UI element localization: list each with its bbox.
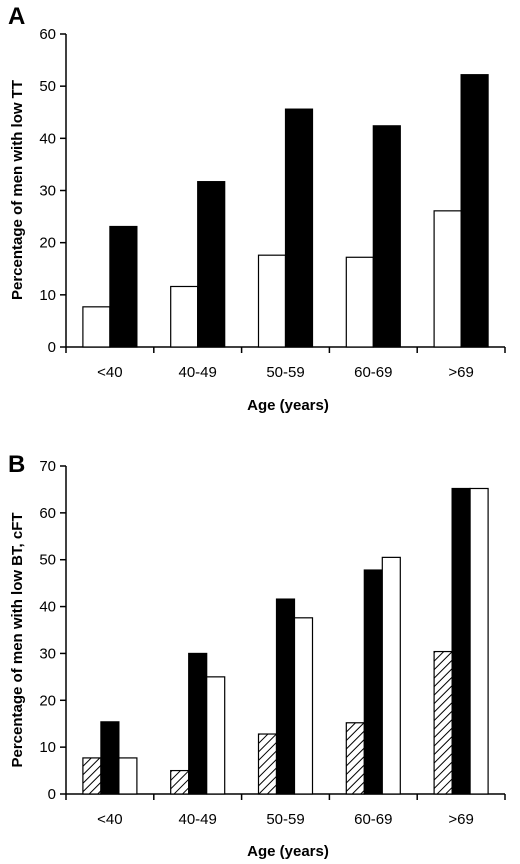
- panel-b-bar-black: [275, 598, 296, 795]
- panel-b-bar-hatched: [170, 769, 190, 795]
- panel-a-y-tick-label: 40: [39, 130, 56, 147]
- panel-a-y-axis-title: Percentage of men with low TT: [9, 80, 26, 300]
- panel-a-x-tick-label: <40: [97, 364, 122, 381]
- panel-b-x-tick-label: 60-69: [354, 811, 392, 828]
- panel-b-y-tick-label: 20: [39, 692, 56, 709]
- panel-b-bar-black: [451, 487, 471, 795]
- panel-b-bar-black: [188, 652, 208, 795]
- panel-b-bar-hatched: [345, 722, 365, 795]
- panel-a-bar-black: [109, 225, 138, 348]
- panel-a-y-tick-label: 30: [39, 183, 56, 200]
- panel-a-bar-black: [197, 181, 226, 348]
- panel-a-bar-black: [460, 74, 489, 348]
- panel-b-y-tick-label: 50: [39, 552, 56, 569]
- panel-b-bar-black: [100, 721, 120, 795]
- panel-a-x-axis-title: Age (years): [247, 397, 329, 414]
- panel-b-bar-black: [363, 569, 383, 795]
- panel-a-x-tick-label: 40-49: [179, 364, 217, 381]
- panel-b-bar-hatched: [257, 733, 278, 795]
- panel-a-bar-black: [284, 108, 314, 348]
- panel-a-bar-white: [82, 306, 111, 348]
- panel-a-plot-area: 0 10 20 30 40 50 60 <40 40-49 50-59 60-69 >69: [39, 26, 506, 381]
- panel-a-bar-white: [257, 254, 287, 348]
- panel-b-x-tick-label: 50-59: [266, 811, 304, 828]
- panel-b-bar-white: [293, 617, 314, 795]
- panel-a-bar-black: [372, 125, 401, 348]
- panel-a-y-tick-label: 50: [39, 78, 56, 95]
- panel-b-label: B: [8, 451, 25, 478]
- panel-b-plot-area: 0 10 20 30 40 50 60 70 <40 40-49 50-59 60-69 >69: [39, 458, 506, 828]
- panel-a-bar-white: [433, 210, 462, 348]
- panel-b-y-tick-label: 40: [39, 599, 56, 616]
- panel-a-bar-white: [170, 285, 199, 348]
- panel-b-y-tick-label: 30: [39, 645, 56, 662]
- panel-b-x-tick-label: 40-49: [179, 811, 217, 828]
- panel-b-x-axis-title: Age (years): [247, 843, 329, 860]
- panel-b-y-tick-label: 60: [39, 505, 56, 522]
- panel-a-y-tick-label: 10: [39, 287, 56, 304]
- panel-a-label: A: [8, 3, 25, 30]
- panel-b-x-tick-label: <40: [97, 811, 122, 828]
- panel-b-y-tick-label: 10: [39, 739, 56, 756]
- panel-a-x-tick-label: 50-59: [266, 364, 304, 381]
- panel-b-bar-white: [118, 757, 138, 795]
- panel-b: B Percentage of men with low BT, cFT Age…: [8, 451, 506, 860]
- panel-b-y-tick-label: 70: [39, 458, 56, 475]
- panel-a: A Percentage of men with low TT Age (yea…: [8, 3, 506, 414]
- panel-a-bar-white: [345, 256, 374, 348]
- panel-b-bar-white: [206, 676, 226, 795]
- panel-a-y-tick-label: 20: [39, 235, 56, 252]
- panel-b-y-tick-label: 0: [48, 786, 56, 803]
- panel-b-bar-white: [469, 487, 489, 795]
- panel-a-y-tick-label: 0: [48, 339, 56, 356]
- panel-b-bar-hatched: [82, 757, 102, 795]
- panel-b-x-tick-label: >69: [448, 811, 473, 828]
- panel-a-x-tick-label: 60-69: [354, 364, 392, 381]
- panel-a-x-tick-label: >69: [448, 364, 473, 381]
- panel-b-y-axis-title: Percentage of men with low BT, cFT: [9, 512, 26, 767]
- panel-a-y-tick-label: 60: [39, 26, 56, 43]
- panel-b-bar-white: [381, 556, 401, 795]
- panel-b-bar-hatched: [433, 650, 453, 795]
